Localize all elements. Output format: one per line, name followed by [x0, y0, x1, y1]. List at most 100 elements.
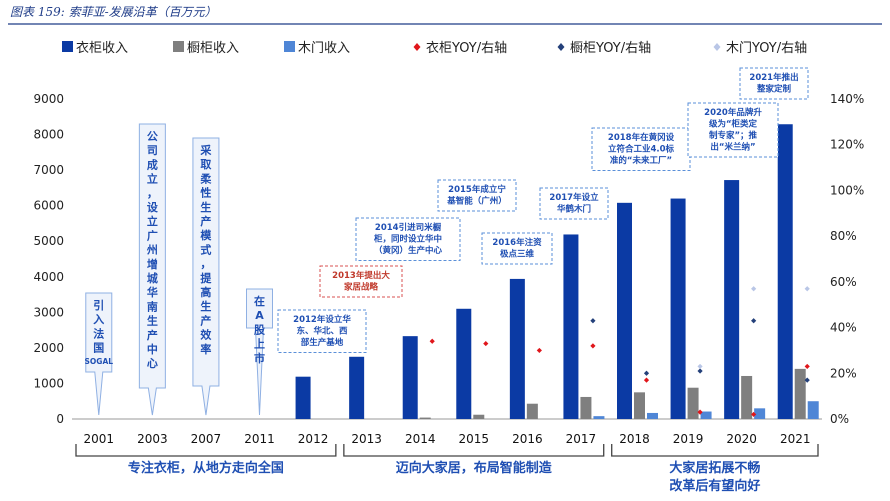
- callout-box: [739, 67, 809, 100]
- bar-wardrobe_rev: [670, 198, 686, 419]
- bar-door_rev: [647, 412, 658, 419]
- legend-swatch-door_yoy: [713, 43, 721, 51]
- x-tick-label: 2015: [459, 432, 490, 446]
- point-cabinet_yoy: [697, 368, 703, 374]
- y-left-tick-label: 7000: [33, 163, 64, 177]
- callout-char: 中: [147, 342, 158, 356]
- bar-wardrobe_rev: [456, 308, 472, 419]
- callout-char: 产: [200, 313, 211, 327]
- callout-char: 上: [254, 337, 265, 351]
- bar-cabinet_rev: [741, 375, 753, 419]
- y-right-tick-label: 60%: [830, 275, 857, 289]
- callout-bubble: [138, 123, 166, 416]
- callout-char: 股: [254, 323, 266, 336]
- bar-wardrobe_rev: [295, 376, 311, 419]
- point-wardrobe_yoy: [804, 363, 810, 370]
- point-door_yoy: [804, 286, 810, 292]
- y-right-tick-label: 0%: [830, 412, 849, 426]
- callout-char: 性: [200, 186, 211, 200]
- point-wardrobe_yoy: [590, 343, 596, 349]
- legend: 衣柜收入 橱柜收入 木门收入 衣柜YOY/右轴 橱柜YOY/右轴 木门YOY/右轴: [62, 40, 807, 56]
- legend-swatch-wardrobe_yoy: [413, 43, 421, 51]
- callout-char: 增: [147, 257, 158, 271]
- legend-label-door_yoy: 木门YOY/右轴: [726, 41, 807, 56]
- callout-text: 基智能（广州）: [446, 196, 507, 207]
- callout-box: [437, 179, 517, 212]
- callout-char: 市: [254, 351, 265, 365]
- bar-door_rev: [807, 401, 819, 419]
- point-door_yoy: [697, 363, 703, 370]
- annotations: 引入法国SOGAL公司成立，设立广州增城华南生产中心采取柔性生产模式，提高生产效…: [85, 67, 809, 416]
- point-wardrobe_yoy: [536, 347, 542, 354]
- y-right-tick-label: 40%: [830, 321, 857, 335]
- callout-text: 出“米兰纳”: [710, 142, 755, 153]
- point-wardrobe_yoy: [429, 338, 435, 344]
- callout-char: 立: [147, 214, 158, 228]
- point-cabinet_yoy: [804, 377, 810, 383]
- y-left-tick-label: 6000: [33, 199, 64, 213]
- bar-door_rev: [700, 411, 712, 419]
- bar-wardrobe_rev: [509, 278, 525, 419]
- y-left-tick-label: 0: [56, 412, 64, 426]
- callout-char: 生: [147, 314, 158, 328]
- y-right-tick-label: 120%: [830, 138, 864, 152]
- bar-door_rev: [593, 416, 605, 419]
- phase-label: 迈向大家居，布局智能制造: [396, 460, 553, 476]
- x-tick-label: 2018: [619, 432, 650, 446]
- callout-text: 2020年品牌升: [704, 107, 762, 118]
- callout-char: 设: [147, 200, 159, 214]
- callout-box: [355, 217, 461, 261]
- y-right-tick-label: 100%: [830, 183, 864, 197]
- callout-box: [539, 187, 609, 220]
- callout-text: （黄冈）生产中心: [374, 245, 443, 256]
- callout-box: [687, 102, 779, 158]
- point-wardrobe_yoy: [751, 411, 757, 418]
- legend-swatch-cabinet_yoy: [557, 43, 565, 51]
- callout-text: 准的“未来工厂”: [610, 155, 672, 166]
- bar-cabinet_rev: [419, 417, 431, 419]
- bar-cabinet_rev: [687, 387, 699, 419]
- bar-cabinet_rev: [580, 396, 592, 419]
- callout-box: [591, 127, 691, 171]
- callout-char: 在: [254, 294, 265, 308]
- callout-box: [319, 265, 403, 298]
- point-cabinet_yoy: [751, 318, 757, 324]
- x-tick-label: 2016: [512, 432, 543, 446]
- phase-label: 改革后有望向好: [669, 478, 760, 494]
- callout-char: 效: [200, 328, 212, 342]
- legend-label-cabinet_rev: 橱柜收入: [187, 41, 239, 56]
- x-tick-label: 2012: [298, 432, 329, 446]
- callout-char: 产: [147, 328, 158, 342]
- callout-bubble: [85, 292, 113, 416]
- callout-char: 法: [93, 326, 104, 340]
- y-left-tick-label: 9000: [33, 92, 64, 106]
- callout-bubble: [246, 288, 273, 416]
- x-tick-label: 2014: [405, 432, 436, 446]
- y-left-tick-label: 4000: [33, 270, 64, 284]
- callout-char: 式: [200, 242, 211, 256]
- callout-char: A: [255, 309, 264, 322]
- legend-swatch-door_rev: [284, 41, 295, 52]
- point-cabinet_yoy: [590, 318, 596, 324]
- callout-char: 高: [200, 285, 211, 299]
- callout-bubble: [192, 137, 220, 416]
- callout-text: 极点三维: [500, 249, 535, 260]
- y-left-tick-label: 5000: [33, 234, 64, 248]
- callout-char: 国: [93, 342, 104, 355]
- callout-text: 2013年提出大: [332, 270, 390, 281]
- callout-char: 华: [147, 285, 158, 299]
- y-right-tick-label: 140%: [830, 92, 864, 106]
- axes: 0 1000 2000 3000 4000 5000 6000 7000 8000 9000 0% 2…: [33, 92, 864, 446]
- callout-text: 柜，同时设立华中: [373, 234, 442, 245]
- callout-char: 司: [147, 144, 158, 157]
- callout-text: 华鹤木门: [557, 204, 591, 215]
- bar-marks: [295, 124, 819, 419]
- legend-label-wardrobe_rev: 衣柜收入: [76, 40, 128, 56]
- callout-char: 城: [147, 271, 158, 285]
- x-tick-label: 2017: [566, 432, 597, 446]
- x-tick-label: 2011: [244, 432, 275, 446]
- bar-wardrobe_rev: [402, 336, 418, 419]
- callout-char: 立: [147, 172, 158, 186]
- legend-label-wardrobe_yoy: 衣柜YOY/右轴: [426, 40, 507, 56]
